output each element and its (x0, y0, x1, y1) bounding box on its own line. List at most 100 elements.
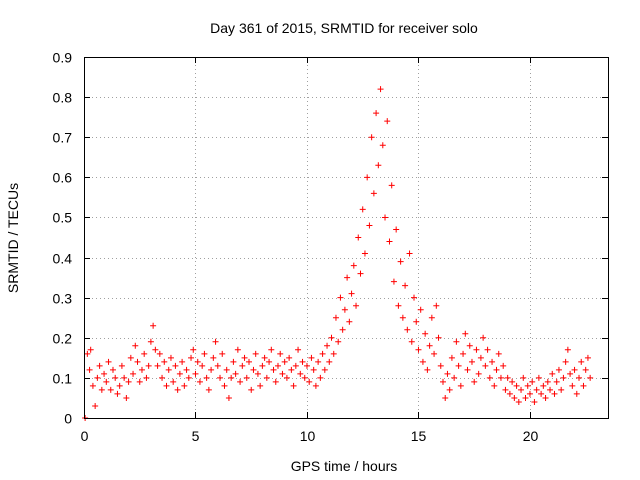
data-point (386, 238, 393, 245)
x-tick-label: 15 (411, 428, 427, 444)
data-point (491, 382, 498, 389)
data-point (321, 366, 328, 373)
data-point (388, 182, 395, 189)
data-point (511, 394, 518, 401)
data-point (319, 350, 326, 357)
data-point (261, 354, 268, 361)
data-point (393, 226, 400, 233)
data-point (422, 330, 429, 337)
data-point (464, 366, 471, 373)
data-point (524, 382, 531, 389)
data-point (159, 374, 166, 381)
data-point (272, 378, 279, 385)
data-point (346, 318, 353, 325)
data-point (203, 374, 210, 381)
y-axis-title: SRMTID / TECUs (5, 183, 21, 293)
data-point (417, 306, 424, 313)
data-point (116, 382, 123, 389)
data-point (466, 342, 473, 349)
x-tick-labels: 0 5 10 15 20 (81, 428, 539, 444)
data-point (370, 190, 377, 197)
data-point (587, 374, 594, 381)
data-point (533, 386, 540, 393)
data-point (357, 270, 364, 277)
data-point (101, 370, 108, 377)
data-point (509, 378, 516, 385)
data-point (234, 346, 241, 353)
data-point (232, 370, 239, 377)
data-point (154, 362, 161, 369)
data-point (426, 342, 433, 349)
data-point (328, 334, 335, 341)
data-point (580, 382, 587, 389)
data-point (161, 358, 168, 365)
data-point (228, 374, 235, 381)
data-point (411, 294, 418, 301)
data-point (299, 358, 306, 365)
data-point (138, 366, 145, 373)
data-point (341, 306, 348, 313)
data-point (237, 378, 244, 385)
data-point (143, 374, 150, 381)
data-point (259, 362, 266, 369)
data-point (379, 142, 386, 149)
data-point (210, 354, 217, 361)
data-marks (82, 86, 594, 421)
data-point (103, 378, 110, 385)
data-point (453, 338, 460, 345)
data-point (86, 366, 93, 373)
y-tick-label: 0.7 (53, 130, 73, 146)
data-point (390, 278, 397, 285)
data-point (165, 366, 172, 373)
ticks-layer (84, 57, 608, 419)
data-point (437, 362, 444, 369)
data-point (578, 358, 585, 365)
data-point (94, 374, 101, 381)
data-point (335, 338, 342, 345)
data-point (112, 374, 119, 381)
data-point (444, 370, 451, 377)
data-point (268, 346, 275, 353)
data-point (567, 370, 574, 377)
data-point (192, 370, 199, 377)
chart-title: Day 361 of 2015, SRMTID for receiver sol… (210, 20, 478, 36)
data-point (348, 290, 355, 297)
data-point (500, 362, 507, 369)
data-point (428, 314, 435, 321)
data-point (121, 374, 128, 381)
data-point (107, 386, 114, 393)
data-point (288, 366, 295, 373)
data-point (493, 366, 500, 373)
data-point (404, 326, 411, 333)
data-point (290, 382, 297, 389)
data-point (431, 350, 438, 357)
data-point (573, 390, 580, 397)
data-point (330, 350, 337, 357)
data-point (475, 370, 482, 377)
data-point (547, 386, 554, 393)
data-point (471, 378, 478, 385)
data-point (134, 358, 141, 365)
x-tick-label: 5 (192, 428, 200, 444)
data-point (460, 350, 467, 357)
data-point (223, 366, 230, 373)
data-point (248, 386, 255, 393)
data-point (279, 370, 286, 377)
data-point (301, 374, 308, 381)
data-point (297, 370, 304, 377)
plot-frame (84, 57, 609, 419)
data-point (344, 274, 351, 281)
data-point (462, 330, 469, 337)
data-point (373, 110, 380, 117)
data-point (185, 374, 192, 381)
data-point (504, 374, 511, 381)
data-point (439, 378, 446, 385)
data-point (98, 386, 105, 393)
y-tick-label: 0 (64, 411, 72, 427)
data-point (96, 362, 103, 369)
data-point (295, 346, 302, 353)
data-point (558, 386, 565, 393)
data-point (551, 390, 558, 397)
data-point (368, 134, 375, 141)
